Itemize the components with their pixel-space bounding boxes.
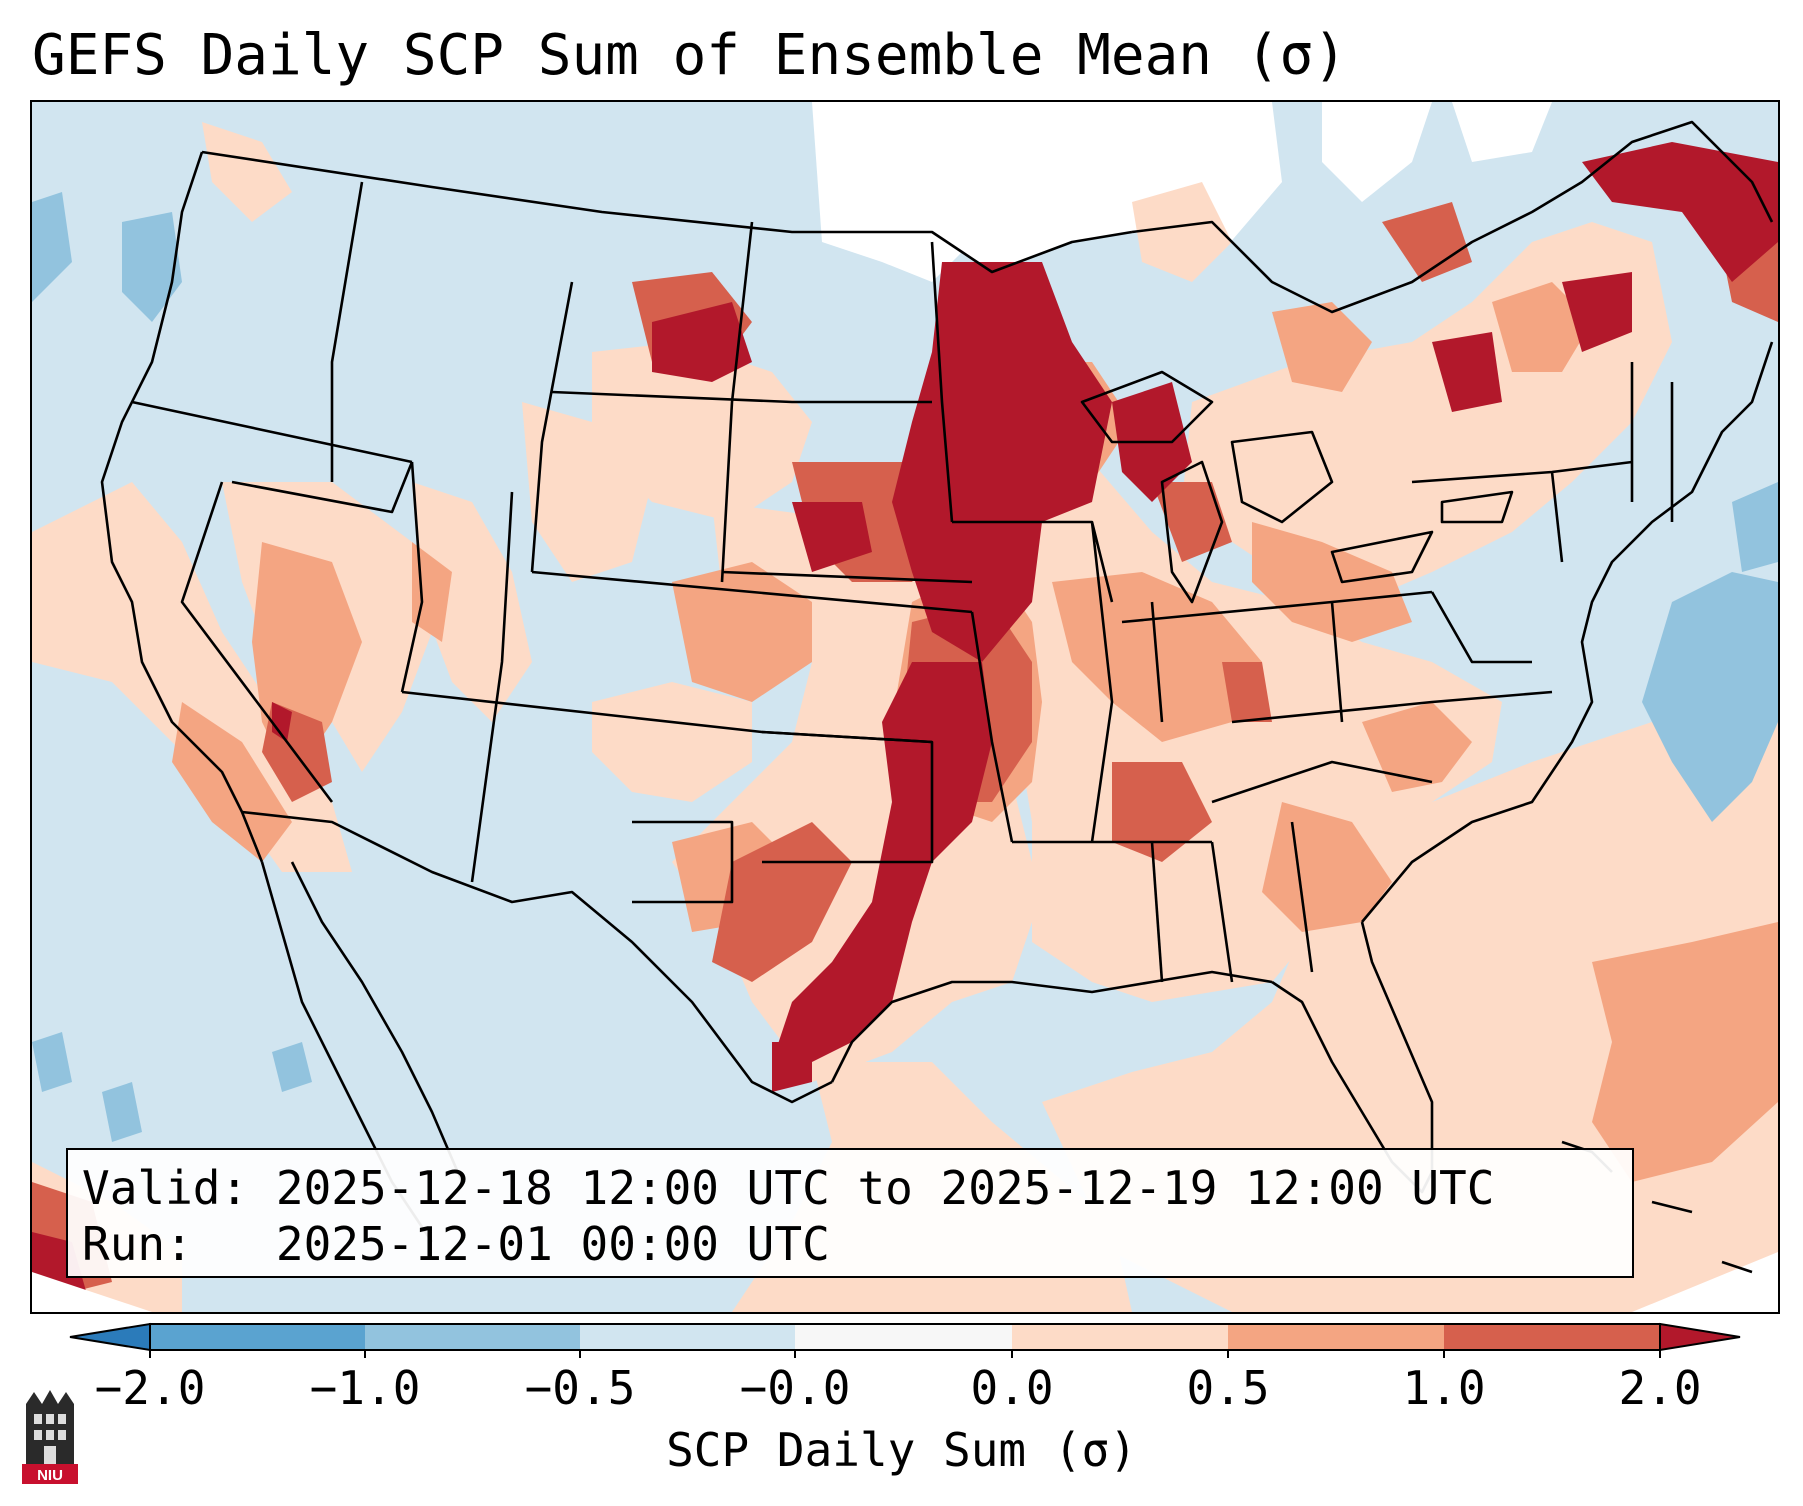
valid-time-box: Valid: 2025-12-18 12:00 UTC to 2025-12-1…	[66, 1148, 1634, 1278]
colorbar-segment	[1228, 1324, 1444, 1350]
colorbar-segment	[1012, 1324, 1228, 1350]
anomaly-blue	[32, 192, 1778, 1142]
colorbar-tick-label: 0.0	[970, 1361, 1054, 1415]
colorbar-tick-label: 0.5	[1186, 1361, 1270, 1415]
colorbar-extend-high	[1659, 1322, 1741, 1352]
colorbar-extend-low	[69, 1322, 151, 1352]
colorbar-tick-label: −1.0	[309, 1361, 421, 1415]
niu-building-icon: NIU	[22, 1390, 78, 1484]
colorbar-tick-label: −0.0	[739, 1361, 851, 1415]
colorbar-tick-label: −0.5	[524, 1361, 636, 1415]
colorbar-segment	[1444, 1324, 1660, 1350]
projection-edge-right	[1632, 1252, 1778, 1312]
colorbar-segment	[795, 1324, 1012, 1350]
colorbar-segment	[580, 1324, 795, 1350]
colorbar-tick-label: 2.0	[1618, 1361, 1702, 1415]
colorbar-tick-label: 1.0	[1402, 1361, 1486, 1415]
colorbar-outline	[149, 1323, 1661, 1351]
valid-value: 2025-12-18 12:00 UTC to 2025-12-19 12:00…	[275, 1161, 1495, 1215]
colorbar-label: SCP Daily Sum (σ)	[666, 1423, 1137, 1477]
colorbar	[69, 1322, 1741, 1358]
run-value: 2025-12-01 00:00 UTC	[275, 1217, 830, 1271]
anomaly-dark-red	[32, 142, 1778, 1312]
projection-edge-left	[32, 1272, 152, 1312]
map-canvas	[32, 102, 1778, 1312]
colorbar-segment	[365, 1324, 580, 1350]
colorbar-segment	[150, 1324, 365, 1350]
colorbar-tick-label: −2.0	[94, 1361, 206, 1415]
boundaries	[100, 120, 1774, 1274]
map-panel	[30, 100, 1780, 1314]
logo-text: NIU	[37, 1467, 63, 1484]
valid-label: Valid:	[82, 1161, 249, 1215]
run-label: Run:	[82, 1217, 193, 1271]
chart-title: GEFS Daily SCP Sum of Ensemble Mean (σ)	[32, 23, 1347, 88]
